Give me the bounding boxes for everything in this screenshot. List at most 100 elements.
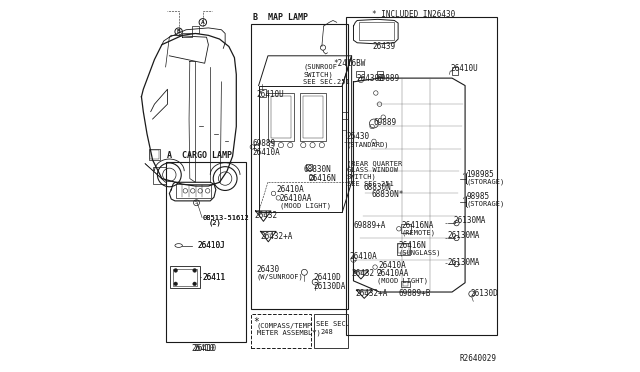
- Text: (SUNGLASS): (SUNGLASS): [398, 250, 440, 256]
- Bar: [309, 175, 314, 179]
- Text: 69889: 69889: [376, 74, 399, 83]
- Text: 69889: 69889: [253, 139, 276, 148]
- Text: 26410AA: 26410AA: [280, 194, 312, 203]
- Text: B  MAP LAMP: B MAP LAMP: [253, 13, 308, 22]
- Text: 198985: 198985: [466, 170, 494, 179]
- Text: (STORAGE): (STORAGE): [466, 178, 504, 185]
- Bar: [271, 96, 291, 138]
- Text: 26416NA: 26416NA: [402, 221, 434, 230]
- Text: (W/SUNROOF): (W/SUNROOF): [257, 274, 303, 280]
- Bar: [251, 24, 348, 309]
- Circle shape: [174, 282, 177, 286]
- Text: * INCLUDED IN26430: * INCLUDED IN26430: [372, 10, 455, 19]
- Bar: [403, 282, 408, 286]
- Bar: [314, 314, 348, 348]
- Bar: [166, 162, 246, 342]
- Text: A: A: [201, 20, 205, 25]
- Text: SEE SEC.251: SEE SEC.251: [303, 79, 350, 85]
- Text: GLASS WINDOW: GLASS WINDOW: [347, 167, 398, 173]
- Text: SWITCH): SWITCH): [347, 174, 376, 180]
- Text: 26130DA: 26130DA: [314, 282, 346, 291]
- Bar: [149, 149, 160, 160]
- Text: SWITCH): SWITCH): [303, 71, 333, 78]
- Bar: [397, 243, 410, 255]
- Text: 69889+A: 69889+A: [353, 221, 386, 230]
- Text: (MOOD LIGHT): (MOOD LIGHT): [280, 202, 331, 209]
- Text: 26410A: 26410A: [349, 252, 377, 261]
- Text: 26410J: 26410J: [197, 241, 225, 250]
- Bar: [170, 266, 200, 288]
- Text: METER ASSEMBLY): METER ASSEMBLY): [257, 330, 321, 336]
- Bar: [150, 150, 159, 159]
- Text: (2): (2): [209, 220, 221, 227]
- Text: B: B: [177, 29, 180, 34]
- Text: 26432: 26432: [351, 269, 375, 278]
- Text: (REAR QUARTER: (REAR QUARTER: [347, 160, 402, 167]
- Text: *2416BW: *2416BW: [333, 59, 365, 68]
- Bar: [306, 164, 312, 170]
- Text: 26411: 26411: [203, 273, 226, 282]
- Text: (STANDARD): (STANDARD): [347, 141, 389, 148]
- Text: 26432+A: 26432+A: [355, 289, 387, 298]
- Bar: [259, 89, 266, 97]
- Text: A  CARGO LAMP: A CARGO LAMP: [168, 151, 232, 160]
- Text: 26411: 26411: [203, 273, 226, 282]
- Bar: [254, 144, 259, 150]
- Bar: [359, 22, 394, 40]
- Bar: [268, 93, 294, 141]
- Text: 26410A: 26410A: [378, 261, 406, 270]
- Text: (REMOTE): (REMOTE): [402, 229, 436, 236]
- Text: (2): (2): [209, 220, 221, 227]
- Text: 69889: 69889: [374, 118, 397, 126]
- Bar: [303, 96, 323, 138]
- Text: 26130MA: 26130MA: [447, 258, 480, 267]
- Text: 26410U: 26410U: [450, 64, 478, 73]
- Text: 68830N*: 68830N*: [371, 190, 404, 199]
- Text: 26410: 26410: [193, 344, 216, 353]
- Text: 69889+B: 69889+B: [398, 289, 431, 298]
- Bar: [401, 281, 410, 287]
- Text: 26430: 26430: [347, 132, 370, 141]
- Text: 26410D: 26410D: [314, 273, 341, 282]
- Bar: [175, 184, 211, 198]
- Text: 26410AA: 26410AA: [376, 269, 409, 278]
- Text: 248: 248: [320, 329, 333, 335]
- Text: 26432: 26432: [255, 211, 278, 220]
- Text: 26410A: 26410A: [253, 148, 280, 157]
- Bar: [251, 314, 310, 348]
- Text: R2640029: R2640029: [460, 354, 497, 363]
- Text: 26410J: 26410J: [197, 241, 225, 250]
- Text: (SUNROOF: (SUNROOF: [303, 64, 337, 70]
- Bar: [300, 93, 326, 141]
- Circle shape: [193, 269, 196, 272]
- Text: (COMPASS/TEMP: (COMPASS/TEMP: [257, 322, 312, 329]
- Bar: [452, 67, 458, 75]
- Bar: [346, 17, 497, 335]
- Text: (STORAGE): (STORAGE): [466, 201, 504, 207]
- Bar: [401, 224, 411, 233]
- Text: SEE SEC.: SEE SEC.: [316, 321, 350, 327]
- Text: 26416N: 26416N: [398, 241, 426, 250]
- Bar: [398, 244, 408, 253]
- Text: 26430B: 26430B: [356, 74, 384, 83]
- Bar: [356, 71, 364, 77]
- Circle shape: [174, 269, 177, 272]
- Text: S: S: [195, 200, 198, 205]
- Bar: [173, 269, 197, 286]
- Text: 08513-51612: 08513-51612: [203, 215, 250, 221]
- Text: 26130MA: 26130MA: [454, 216, 486, 225]
- Text: 26410: 26410: [191, 344, 214, 353]
- Text: (MOOD LIGHT): (MOOD LIGHT): [376, 278, 428, 285]
- Text: 26432+A: 26432+A: [260, 232, 293, 241]
- Text: 08513-51612: 08513-51612: [203, 215, 250, 221]
- Bar: [376, 71, 383, 77]
- Text: 26410U: 26410U: [257, 90, 285, 99]
- Text: *: *: [253, 317, 259, 327]
- Text: 98985: 98985: [466, 192, 490, 201]
- Circle shape: [193, 282, 196, 286]
- Text: 26130D: 26130D: [470, 289, 499, 298]
- Text: 26439: 26439: [372, 42, 396, 51]
- Bar: [152, 167, 166, 184]
- Text: 68830N: 68830N: [364, 183, 392, 192]
- Text: 26410A: 26410A: [276, 185, 304, 194]
